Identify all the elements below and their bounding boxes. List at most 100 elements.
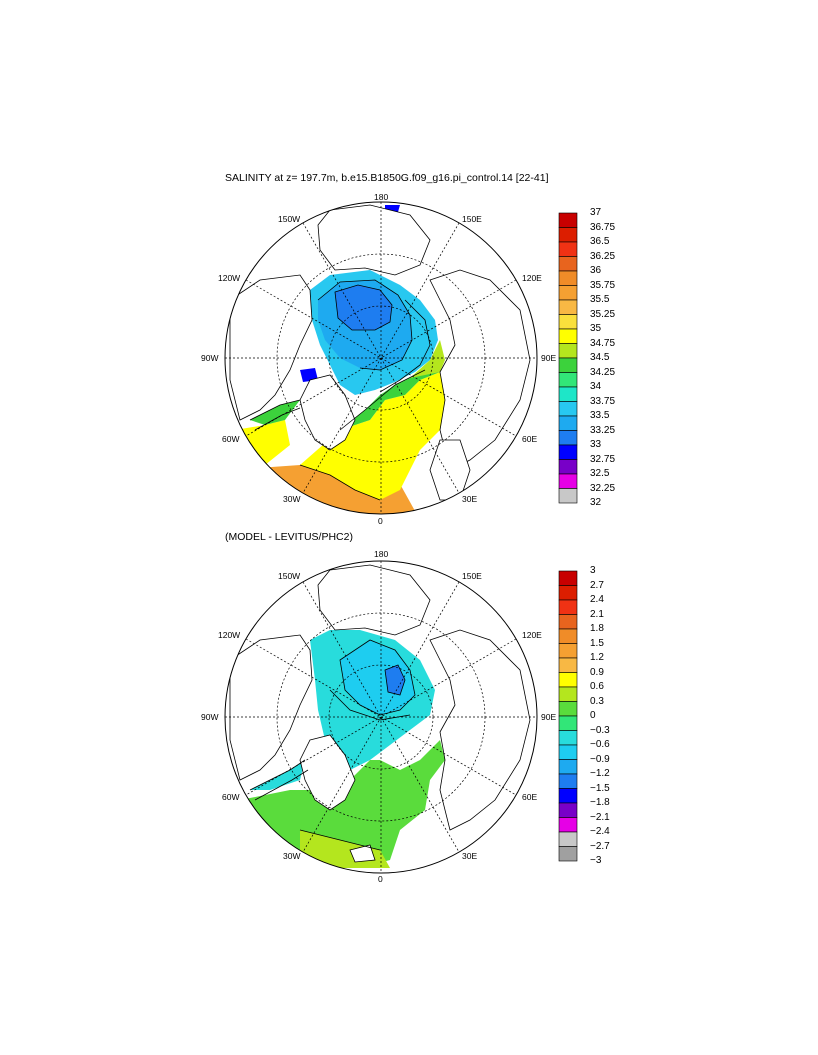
bottom-colorbar	[558, 570, 578, 862]
top-lon-0: 0	[378, 516, 383, 526]
bottom-lon-30w: 30W	[283, 851, 301, 861]
top-lon-90w: 90W	[201, 353, 219, 363]
top-panel-title: SALINITY at z= 197.7m, b.e15.B1850G.f09_…	[225, 172, 549, 184]
colorbar-tick-label: −2.7	[590, 840, 610, 852]
colorbar-swatch	[558, 473, 578, 489]
colorbar-tick-label: 3	[590, 565, 596, 576]
colorbar-swatch	[558, 343, 578, 359]
colorbar-swatch	[558, 759, 578, 775]
top-contours	[249, 279, 431, 501]
colorbar-tick-label: 34.5	[590, 352, 610, 363]
top-lon-120e: 120E	[522, 273, 542, 283]
bottom-lon-60w: 60W	[222, 792, 240, 802]
colorbar-tick-label: 37	[590, 207, 602, 218]
colorbar-tick-label: 33.5	[590, 410, 610, 421]
bottom-lon-120w: 120W	[218, 630, 241, 640]
colorbar-tick-label: 34.75	[590, 337, 616, 349]
top-map-border	[224, 201, 538, 515]
colorbar-tick-label: 36.5	[590, 236, 610, 247]
colorbar-tick-label: −3	[590, 855, 602, 866]
bottom-lon-90e: 90E	[541, 712, 557, 722]
bottom-map-border	[224, 560, 538, 874]
bottom-panel-title: (MODEL - LEVITUS/PHC2)	[225, 531, 353, 543]
colorbar-tick-label: 33.75	[590, 395, 616, 407]
colorbar-tick-label: 35.75	[590, 279, 616, 291]
colorbar-swatch	[558, 270, 578, 286]
colorbar-swatch	[558, 701, 578, 717]
colorbar-swatch	[558, 744, 578, 760]
colorbar-swatch	[558, 256, 578, 272]
colorbar-swatch	[558, 570, 578, 586]
top-lon-180: 180	[374, 192, 389, 202]
colorbar-swatch	[558, 599, 578, 615]
colorbar-tick-label: −1.2	[590, 768, 610, 779]
top-lon-30w: 30W	[283, 494, 301, 504]
colorbar-swatch	[558, 773, 578, 789]
top-lon-60e: 60E	[522, 434, 538, 444]
colorbar-swatch	[558, 386, 578, 402]
colorbar-swatch	[558, 372, 578, 388]
colorbar-swatch	[558, 241, 578, 257]
colorbar-tick-label: 34.25	[590, 366, 616, 378]
colorbar-swatch	[558, 415, 578, 431]
colorbar-tick-label: −1.5	[590, 782, 610, 794]
top-lon-30e: 30E	[462, 494, 478, 504]
colorbar-tick-label: −0.3	[590, 724, 610, 736]
colorbar-swatch	[558, 614, 578, 630]
bottom-lon-120e: 120E	[522, 630, 542, 640]
colorbar-tick-label: 1.2	[590, 652, 604, 663]
colorbar-swatch	[558, 788, 578, 804]
colorbar-swatch	[558, 730, 578, 746]
colorbar-tick-label: 35.25	[590, 308, 616, 320]
colorbar-swatch	[558, 227, 578, 243]
colorbar-tick-label: 0.6	[590, 681, 604, 692]
colorbar-tick-label: 33	[590, 439, 602, 450]
colorbar-swatch	[558, 802, 578, 818]
colorbar-tick-label: 36.75	[590, 221, 616, 233]
colorbar-tick-label: 1.8	[590, 623, 604, 634]
colorbar-tick-label: 34	[590, 381, 602, 392]
colorbar-tick-label: −2.4	[590, 826, 610, 837]
colorbar-swatch	[558, 585, 578, 601]
colorbar-tick-label: −1.8	[590, 797, 610, 808]
colorbar-swatch	[558, 715, 578, 731]
bottom-lon-30e: 30E	[462, 851, 478, 861]
colorbar-tick-label: 32.25	[590, 482, 616, 494]
colorbar-tick-label: 32	[590, 497, 602, 508]
colorbar-tick-label: 0.3	[590, 695, 604, 707]
bottom-graticule	[225, 561, 537, 873]
colorbar-tick-label: 32.5	[590, 468, 610, 479]
colorbar-swatch	[558, 657, 578, 673]
colorbar-swatch	[558, 328, 578, 344]
top-lon-150e: 150E	[462, 214, 482, 224]
bottom-difference-field	[229, 564, 531, 868]
bottom-lon-90w: 90W	[201, 712, 219, 722]
top-lon-90e: 90E	[541, 353, 557, 363]
bottom-lon-150w: 150W	[278, 571, 301, 581]
colorbar-swatch	[558, 357, 578, 373]
colorbar-swatch	[558, 628, 578, 644]
top-graticule	[225, 202, 537, 514]
top-salinity-field	[229, 204, 531, 514]
colorbar-swatch	[558, 831, 578, 847]
colorbar-tick-label: 2.4	[590, 594, 604, 605]
colorbar-swatch	[558, 314, 578, 330]
colorbar-swatch	[558, 459, 578, 475]
bottom-lon-60e: 60E	[522, 792, 538, 802]
colorbar-swatch	[558, 488, 578, 504]
colorbar-tick-label: −0.6	[590, 739, 610, 750]
bottom-lon-0: 0	[378, 874, 383, 884]
colorbar-swatch	[558, 686, 578, 702]
colorbar-tick-label: 1.5	[590, 637, 604, 649]
colorbar-tick-label: 33.25	[590, 424, 616, 436]
colorbar-swatch	[558, 817, 578, 833]
colorbar-tick-label: 2.1	[590, 608, 604, 620]
bottom-lon-180: 180	[374, 549, 389, 559]
colorbar-swatch	[558, 299, 578, 315]
colorbar-tick-label: 36.25	[590, 250, 616, 262]
colorbar-swatch	[558, 430, 578, 446]
colorbar-tick-label: 0	[590, 710, 596, 721]
colorbar-tick-label: 35.5	[590, 294, 610, 305]
colorbar-tick-label: 36	[590, 265, 602, 276]
